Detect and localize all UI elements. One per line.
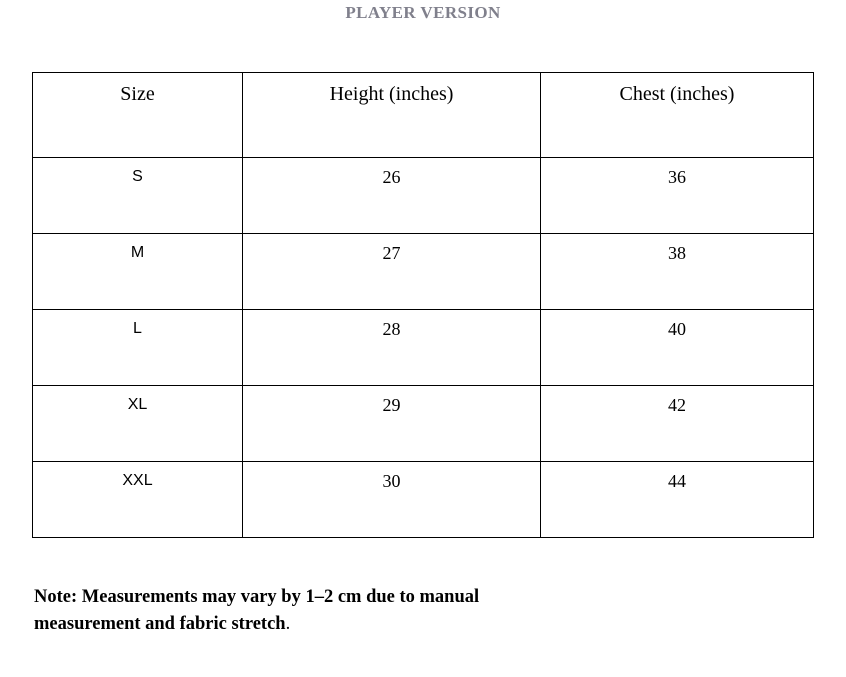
table-row: XL 29 42 — [32, 385, 814, 462]
cell-chest: 42 — [540, 385, 814, 462]
cell-size: XXL — [32, 461, 243, 538]
cell-chest-value: 44 — [668, 471, 686, 491]
cell-height: 26 — [242, 157, 541, 234]
table-row: L 28 40 — [32, 309, 814, 386]
cell-height: 29 — [242, 385, 541, 462]
cell-chest-value: 42 — [668, 395, 686, 415]
page-title: PLAYER VERSION — [345, 3, 501, 22]
cell-height-value: 28 — [382, 319, 401, 339]
measurement-note-period: . — [285, 614, 291, 634]
cell-chest-value: 36 — [668, 167, 686, 187]
cell-size-value: L — [133, 320, 142, 337]
table-row: XXL 30 44 — [32, 461, 814, 538]
cell-chest: 44 — [540, 461, 814, 538]
measurement-note-line-2-text: measurement and fabric stretch — [34, 614, 286, 634]
column-header-height-label: Height (inches) — [329, 83, 454, 105]
cell-size: S — [32, 157, 243, 234]
measurement-note-line-2: measurement and fabric stretch. — [34, 611, 734, 638]
cell-height-value: 30 — [382, 471, 401, 491]
cell-size: L — [32, 309, 243, 386]
cell-height-value: 29 — [382, 395, 401, 415]
cell-size: M — [32, 233, 243, 310]
cell-chest: 36 — [540, 157, 814, 234]
column-header-chest-label: Chest (inches) — [619, 83, 735, 105]
cell-height: 30 — [242, 461, 541, 538]
cell-size-value: XL — [127, 396, 148, 413]
cell-size-value: M — [130, 244, 145, 261]
table-header-row: Size Height (inches) Chest (inches) — [32, 72, 814, 158]
size-chart-table: Size Height (inches) Chest (inches) S 26… — [32, 72, 814, 538]
cell-size-value: S — [132, 168, 143, 185]
cell-height: 27 — [242, 233, 541, 310]
cell-chest: 40 — [540, 309, 814, 386]
cell-chest: 38 — [540, 233, 814, 310]
cell-size: XL — [32, 385, 243, 462]
cell-size-value: XXL — [122, 472, 153, 489]
measurement-note-line-1: Note: Measurements may vary by 1–2 cm du… — [34, 587, 480, 607]
cell-height-value: 26 — [382, 167, 401, 187]
column-header-height: Height (inches) — [242, 72, 541, 158]
measurement-note: Note: Measurements may vary by 1–2 cm du… — [34, 584, 734, 638]
cell-height-value: 27 — [382, 243, 401, 263]
column-header-size-label: Size — [120, 83, 155, 105]
table-row: M 27 38 — [32, 233, 814, 310]
cell-chest-value: 40 — [668, 319, 686, 339]
column-header-size: Size — [32, 72, 243, 158]
column-header-chest: Chest (inches) — [540, 72, 814, 158]
cell-height: 28 — [242, 309, 541, 386]
cell-chest-value: 38 — [668, 243, 686, 263]
table-row: S 26 36 — [32, 157, 814, 234]
